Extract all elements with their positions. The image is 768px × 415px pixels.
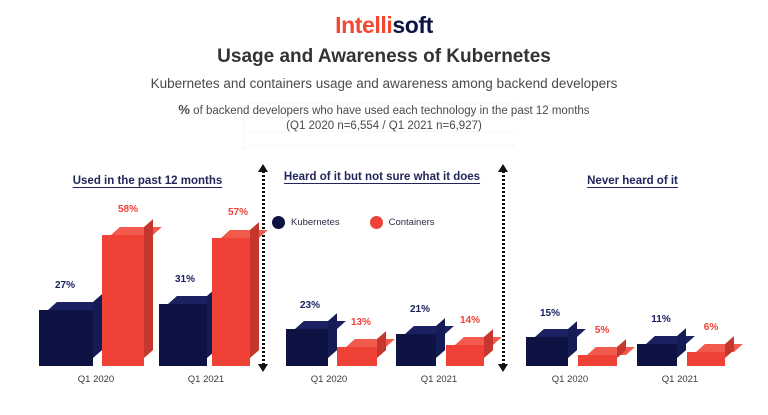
bar-value-label: 5% [594,325,610,336]
axis-tick-label: Q1 2021 [661,374,699,385]
bar-front-face [396,334,436,366]
bar-value-label: 27% [54,280,75,291]
bar-containers-q1-2021 [446,329,502,366]
bar-top-face [405,326,454,334]
page-note-text: of backend developers who have used each… [189,104,590,117]
axis-tick-label: Q1 2021 [420,374,458,385]
bar-front-face [286,329,328,366]
legend-item-containers: Containers [369,216,435,229]
bar-top-face [455,337,502,345]
bar-side-face [617,339,626,358]
legend-swatch-circle-icon [272,216,285,229]
dotted-line [502,171,505,365]
bar-front-face [578,355,617,366]
brand-logo-part1: Intelli [335,12,393,38]
arrow-up-icon [498,164,508,172]
bar-kubernetes-q1-2021 [159,288,225,366]
bar-kubernetes-q1-2020 [526,321,586,366]
bar-value-label: 11% [651,314,671,325]
bar-side-face [93,294,102,358]
chart-gridlines [243,102,515,150]
bar-front-face [212,238,250,366]
bar-containers-q1-2020 [337,331,395,366]
bar-top-face [111,227,162,235]
bar-front-face [637,344,677,366]
bar-kubernetes-q1-2021 [637,328,695,366]
percent-symbol: % [178,101,190,117]
axis-tick-label: Q1 2020 [310,374,348,385]
bar-containers-q1-2021 [687,336,743,366]
legend-swatch-circle-icon [369,216,383,229]
bar-top-face [346,339,395,347]
arrow-down-icon [498,364,508,372]
bar-front-face [102,235,144,366]
section-heading-never: Never heard of it [587,175,678,187]
bar-kubernetes-q1-2021 [396,318,454,366]
bar-containers-q1-2021 [212,222,268,366]
bar-value-label: 15% [539,308,560,319]
bar-value-label: 13% [350,317,371,328]
bar-side-face [144,219,153,358]
bar-value-label: 6% [703,322,719,333]
legend-label-containers: Containers [388,217,435,228]
bar-front-face [446,345,484,366]
bar-front-face [687,352,725,366]
legend-item-kubernetes: Kubernetes [272,216,340,229]
axis-tick-label: Q1 2020 [551,374,589,385]
brand-logo-part2: soft [392,12,433,38]
bar-value-label: 57% [227,207,248,218]
bar-front-face [337,347,377,366]
bar-side-face [725,336,734,358]
dotted-line [262,171,265,365]
page-note-line2: (Q1 2020 n=6,554 / Q1 2021 n=6,927) [286,120,482,133]
legend-label-kubernetes: Kubernetes [291,217,340,228]
bar-top-face [646,336,695,344]
bar-top-face [221,230,268,238]
section-heading-heard: Heard of it but not sure what it does [283,171,481,183]
arrow-down-icon [258,364,268,372]
chart-page: Intellisoft Usage and Awareness of Kuber… [0,14,768,415]
chart-bars: 27% 58% 31% 57% 23% [0,14,768,415]
bar-value-label: 14% [459,315,480,326]
bar-kubernetes-q1-2020 [286,313,346,366]
section-divider-1 [258,164,269,372]
bar-front-face [39,310,93,366]
bar-top-face [587,347,635,355]
bar-side-face [377,331,386,358]
brand-logo: Intellisoft [0,14,768,37]
page-note: % of backend developers who have used ea… [0,101,768,135]
section-divider-2 [498,164,509,372]
axis-tick-label: Q1 2020 [77,374,115,385]
bar-side-face [484,329,493,358]
axis-tick-label: Q1 2021 [187,374,225,385]
bar-front-face [526,337,568,366]
arrow-up-icon [258,164,268,172]
bar-value-label: 58% [117,204,138,215]
bar-kubernetes-q1-2020 [39,294,111,366]
bar-side-face [250,222,259,358]
bar-value-label: 31% [174,274,195,285]
chart-legend: Kubernetes Containers [272,216,435,229]
page-subtitle: Kubernetes and containers usage and awar… [150,75,618,91]
bar-value-label: 21% [409,304,430,315]
bar-top-face [696,344,743,352]
bar-value-label: 23% [299,300,320,311]
bar-containers-q1-2020 [102,219,162,366]
page-note-line1: % of backend developers who have used ea… [178,101,590,117]
bar-containers-q1-2020 [578,339,635,366]
section-heading-used: Used in the past 12 months [72,175,223,187]
bar-front-face [159,304,207,366]
page-title: Usage and Awareness of Kubernetes [217,46,551,67]
